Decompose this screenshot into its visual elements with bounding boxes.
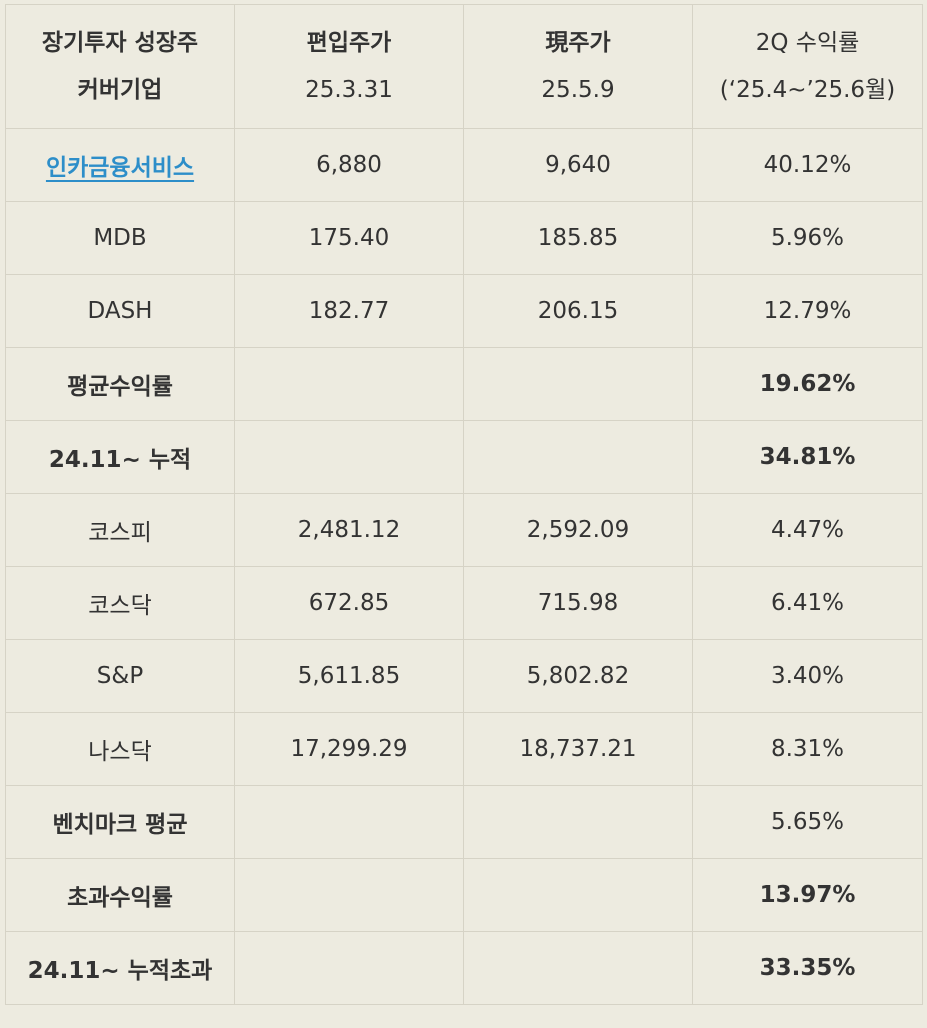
header-company-line1: 장기투자 성장주 xyxy=(41,29,199,56)
current-price-cell xyxy=(463,420,693,494)
header-current-price: 現주가 25.5.9 xyxy=(463,4,693,129)
current-price-cell: 18,737.21 xyxy=(463,712,693,786)
return-cell: 40.12% xyxy=(692,128,923,202)
row-name-cell: 코스피 xyxy=(5,493,235,567)
header-company-line2: 커버기업 xyxy=(77,76,163,103)
entry-price-cell: 2,481.12 xyxy=(234,493,464,567)
header-company: 장기투자 성장주 커버기업 xyxy=(5,4,235,129)
return-cell: 19.62% xyxy=(692,347,923,421)
table-row-summary: 평균수익률 19.62% xyxy=(5,347,923,421)
return-cell: 4.47% xyxy=(692,493,923,567)
return-cell: 5.96% xyxy=(692,201,923,275)
row-name-cell: S&P xyxy=(5,639,235,713)
company-link[interactable]: 인카금융서비스 xyxy=(45,155,195,181)
entry-price-cell: 175.40 xyxy=(234,201,464,275)
current-price-cell: 715.98 xyxy=(463,566,693,640)
return-cell: 3.40% xyxy=(692,639,923,713)
entry-price-cell xyxy=(234,858,464,932)
table-row: 코스피 2,481.12 2,592.09 4.47% xyxy=(5,493,923,567)
row-name-cell: DASH xyxy=(5,274,235,348)
header-entry-price: 편입주가 25.3.31 xyxy=(234,4,464,129)
table-row: MDB 175.40 185.85 5.96% xyxy=(5,201,923,275)
entry-price-cell: 672.85 xyxy=(234,566,464,640)
return-cell: 5.65% xyxy=(692,785,923,859)
header-return: 2Q 수익률 (‘25.4~’25.6월) xyxy=(692,4,923,129)
return-cell: 12.79% xyxy=(692,274,923,348)
return-cell: 13.97% xyxy=(692,858,923,932)
table-row-summary: 초과수익률 13.97% xyxy=(5,858,923,932)
row-name-cell: 24.11~ 누적 xyxy=(5,420,235,494)
header-current-line1: 現주가 xyxy=(545,29,611,56)
current-price-cell xyxy=(463,931,693,1005)
current-price-cell xyxy=(463,785,693,859)
row-name-cell: 코스닥 xyxy=(5,566,235,640)
entry-price-cell xyxy=(234,785,464,859)
header-return-line1: 2Q 수익률 xyxy=(755,29,860,56)
header-row: 장기투자 성장주 커버기업 편입주가 25.3.31 現주가 25.5.9 2Q… xyxy=(5,4,923,129)
table-row: 인카금융서비스 6,880 9,640 40.12% xyxy=(5,128,923,202)
entry-price-cell xyxy=(234,420,464,494)
entry-price-cell: 6,880 xyxy=(234,128,464,202)
entry-price-cell xyxy=(234,347,464,421)
row-name-cell: 벤치마크 평균 xyxy=(5,785,235,859)
table-row-summary: 24.11~ 누적초과 33.35% xyxy=(5,931,923,1005)
return-cell: 33.35% xyxy=(692,931,923,1005)
current-price-cell xyxy=(463,858,693,932)
current-price-cell: 5,802.82 xyxy=(463,639,693,713)
row-name-cell: 인카금융서비스 xyxy=(5,128,235,202)
row-name-cell: 평균수익률 xyxy=(5,347,235,421)
current-price-cell xyxy=(463,347,693,421)
header-current-date: 25.5.9 xyxy=(541,76,615,103)
return-cell: 8.31% xyxy=(692,712,923,786)
row-name-cell: 나스닥 xyxy=(5,712,235,786)
current-price-cell: 2,592.09 xyxy=(463,493,693,567)
header-return-period: (‘25.4~’25.6월) xyxy=(719,76,896,103)
row-name-cell: MDB xyxy=(5,201,235,275)
current-price-cell: 9,640 xyxy=(463,128,693,202)
header-entry-line1: 편입주가 xyxy=(306,29,392,56)
table-row: S&P 5,611.85 5,802.82 3.40% xyxy=(5,639,923,713)
entry-price-cell: 5,611.85 xyxy=(234,639,464,713)
entry-price-cell: 17,299.29 xyxy=(234,712,464,786)
table-row-summary: 24.11~ 누적 34.81% xyxy=(5,420,923,494)
table-row: 나스닥 17,299.29 18,737.21 8.31% xyxy=(5,712,923,786)
current-price-cell: 206.15 xyxy=(463,274,693,348)
table-row-summary: 벤치마크 평균 5.65% xyxy=(5,785,923,859)
header-entry-date: 25.3.31 xyxy=(305,76,393,103)
table-row: DASH 182.77 206.15 12.79% xyxy=(5,274,923,348)
entry-price-cell: 182.77 xyxy=(234,274,464,348)
table-row: 코스닥 672.85 715.98 6.41% xyxy=(5,566,923,640)
return-cell: 6.41% xyxy=(692,566,923,640)
row-name-cell: 초과수익률 xyxy=(5,858,235,932)
performance-table: 장기투자 성장주 커버기업 편입주가 25.3.31 現주가 25.5.9 2Q… xyxy=(5,4,923,1005)
entry-price-cell xyxy=(234,931,464,1005)
current-price-cell: 185.85 xyxy=(463,201,693,275)
return-cell: 34.81% xyxy=(692,420,923,494)
row-name-cell: 24.11~ 누적초과 xyxy=(5,931,235,1005)
